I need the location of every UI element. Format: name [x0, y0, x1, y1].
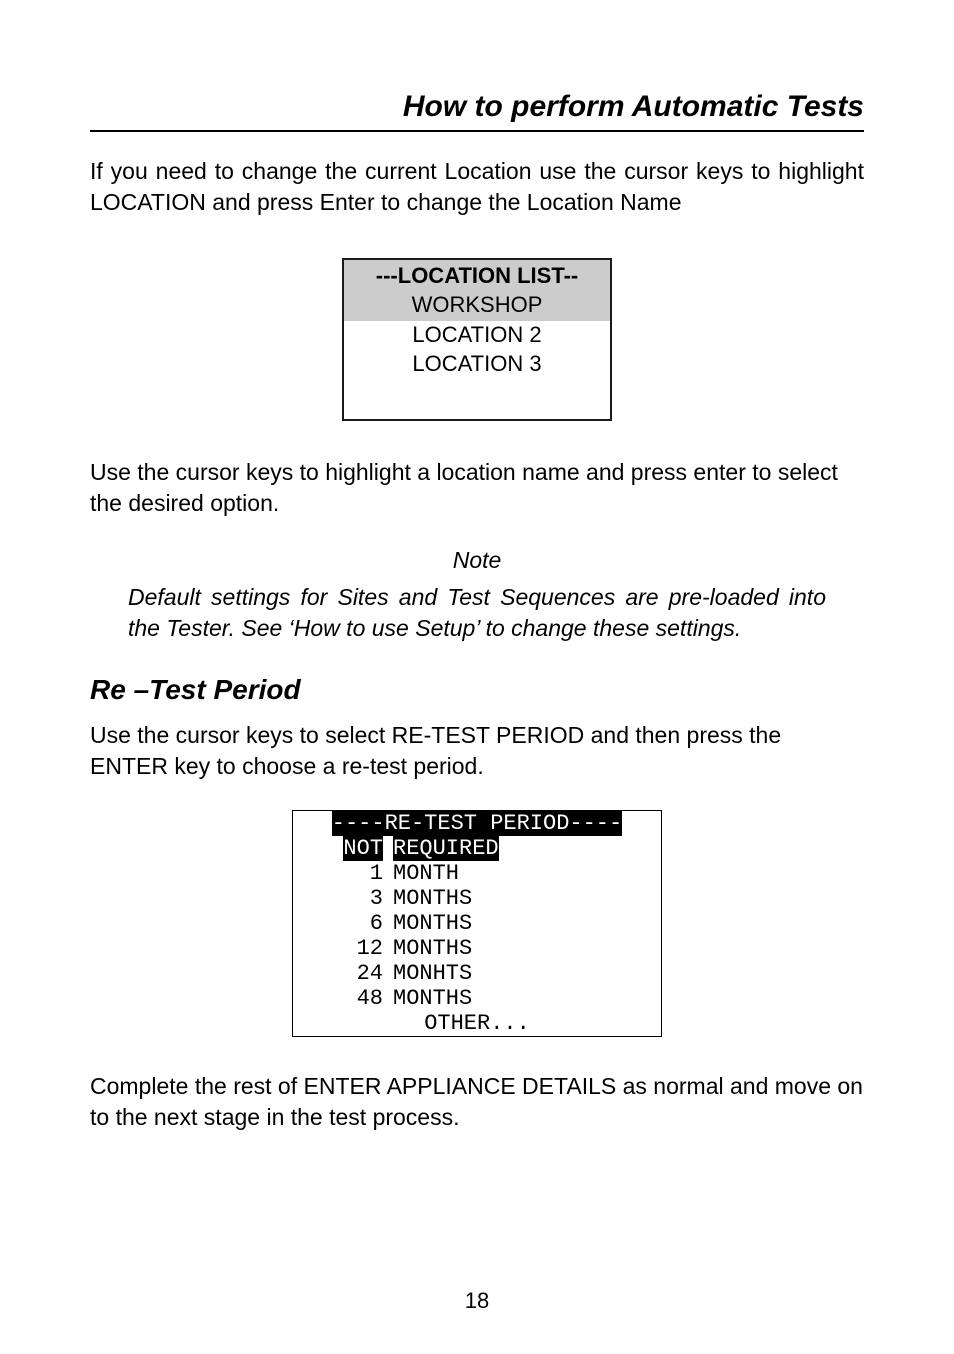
retest-row-left: 24 — [293, 961, 393, 986]
retest-row-right: MONTH — [393, 861, 661, 886]
page-number: 18 — [0, 1288, 954, 1314]
retest-row: NOTREQUIRED — [293, 836, 661, 861]
note-block: Note Default settings for Sites and Test… — [90, 547, 864, 644]
retest-row-left: 48 — [293, 986, 393, 1011]
retest-row: 24MONHTS — [293, 961, 661, 986]
location-list-item — [344, 378, 610, 407]
section-heading-retest: Re –Test Period — [90, 674, 864, 706]
paragraph-intro: If you need to change the current Locati… — [90, 156, 864, 218]
retest-row-left: 1 — [293, 861, 393, 886]
location-list-item: LOCATION 2 — [344, 321, 610, 350]
page-title: How to perform Automatic Tests — [403, 90, 864, 124]
location-list-header: ---LOCATION LIST-- WORKSHOP — [344, 260, 610, 321]
retest-row: 1MONTH — [293, 861, 661, 886]
retest-row-left: 3 — [293, 886, 393, 911]
retest-row-right: MONTHS — [393, 886, 661, 911]
note-body: Default settings for Sites and Test Sequ… — [128, 582, 826, 644]
location-list-box: ---LOCATION LIST-- WORKSHOP LOCATION 2 L… — [342, 258, 612, 421]
retest-row-left: 6 — [293, 911, 393, 936]
retest-row-right: REQUIRED — [393, 836, 661, 861]
paragraph-closing: Complete the rest of ENTER APPLIANCE DET… — [90, 1071, 864, 1133]
retest-row-right: MONHTS — [393, 961, 661, 986]
note-label: Note — [128, 547, 826, 574]
retest-period-figure: ----RE-TEST PERIOD---- NOTREQUIRED1MONTH… — [90, 810, 864, 1037]
retest-title: ----RE-TEST PERIOD---- — [332, 811, 622, 836]
paragraph-cursor-hint: Use the cursor keys to highlight a locat… — [90, 457, 864, 519]
location-list-item: LOCATION 3 — [344, 350, 610, 379]
retest-row: 12MONTHS — [293, 936, 661, 961]
retest-row-other: OTHER... — [293, 1011, 661, 1036]
retest-row-left: 12 — [293, 936, 393, 961]
retest-row-right: MONTHS — [393, 911, 661, 936]
page-header: How to perform Automatic Tests — [90, 90, 864, 132]
location-list-title: ---LOCATION LIST-- — [344, 262, 610, 291]
retest-row: 48MONTHS — [293, 986, 661, 1011]
retest-row-left: NOT — [293, 836, 393, 861]
retest-row: 6MONTHS — [293, 911, 661, 936]
paragraph-retest-intro: Use the cursor keys to select RE-TEST PE… — [90, 720, 864, 782]
location-list-figure: ---LOCATION LIST-- WORKSHOP LOCATION 2 L… — [90, 258, 864, 421]
retest-period-box: ----RE-TEST PERIOD---- NOTREQUIRED1MONTH… — [292, 810, 662, 1037]
location-list-highlighted: WORKSHOP — [344, 291, 610, 320]
retest-row-right: MONTHS — [393, 986, 661, 1011]
retest-row: 3MONTHS — [293, 886, 661, 911]
location-list-body: LOCATION 2 LOCATION 3 — [344, 321, 610, 419]
retest-row-right: MONTHS — [393, 936, 661, 961]
retest-title-row: ----RE-TEST PERIOD---- — [293, 811, 661, 836]
